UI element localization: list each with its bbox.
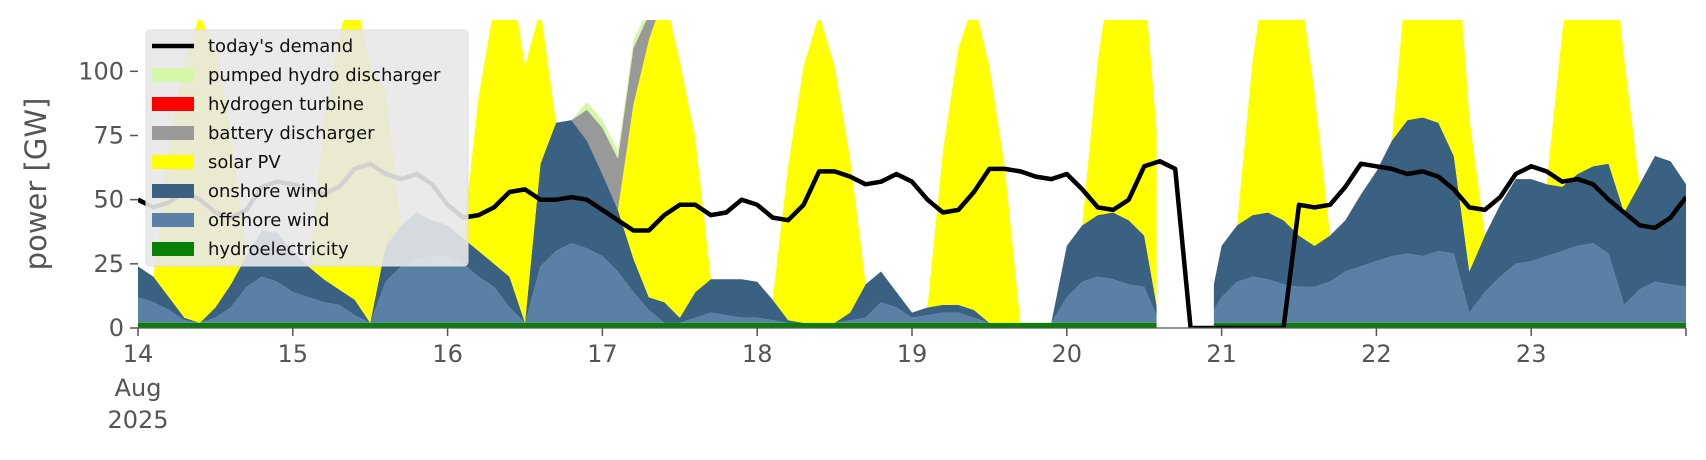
legend-label: onshore wind (208, 181, 329, 202)
legend-label: battery discharger (208, 123, 375, 144)
stacked-areas (138, 20, 1686, 328)
legend-label: hydroelectricity (208, 239, 349, 260)
y-tick-label: 100 (78, 57, 124, 85)
x-tick-label: 23 (1516, 340, 1547, 368)
x-tick-label: 16 (432, 340, 463, 368)
legend: today's demand pumped hydro discharger hyd… (145, 29, 469, 267)
area-solar-pv (138, 20, 1686, 323)
y-axis-title: power [GW] (19, 98, 53, 271)
legend-label: hydrogen turbine (208, 94, 364, 115)
legend-swatch (152, 213, 194, 227)
x-tick-label: 18 (742, 340, 773, 368)
legend-swatch (152, 242, 194, 256)
legend-label: offshore wind (208, 210, 330, 231)
legend-label: today's demand (208, 36, 353, 57)
area-offshore-wind (138, 243, 1686, 323)
axes: 0 25 50 75 100 14 Aug 2025 15 16 17 18 19 20 21 22 23 (78, 57, 1687, 434)
x-tick-sublabel: Aug (115, 374, 162, 402)
x-tick-label: 15 (278, 340, 309, 368)
y-tick-label: 0 (109, 314, 124, 342)
y-tick-label: 50 (93, 186, 124, 214)
legend-label: pumped hydro discharger (208, 65, 441, 86)
legend-label: solar PV (208, 152, 281, 173)
x-tick-label: 14 (123, 340, 154, 368)
y-tick-label: 75 (93, 122, 124, 150)
legend-swatch (152, 155, 194, 169)
area-onshore-wind (138, 117, 1686, 323)
legend-box (145, 29, 469, 267)
legend-swatch (152, 97, 194, 111)
x-tick-label: 21 (1206, 340, 1237, 368)
area-hydroelectricity (138, 322, 1686, 328)
x-tick-label: 17 (587, 340, 618, 368)
x-tick-sublabel: 2025 (107, 406, 168, 434)
x-tick-label: 19 (897, 340, 928, 368)
x-tick-label: 22 (1361, 340, 1392, 368)
legend-swatch (152, 184, 194, 198)
x-tick-label: 20 (1052, 340, 1083, 368)
legend-swatch (152, 126, 194, 140)
y-tick-label: 25 (93, 250, 124, 278)
legend-swatch (152, 68, 194, 82)
